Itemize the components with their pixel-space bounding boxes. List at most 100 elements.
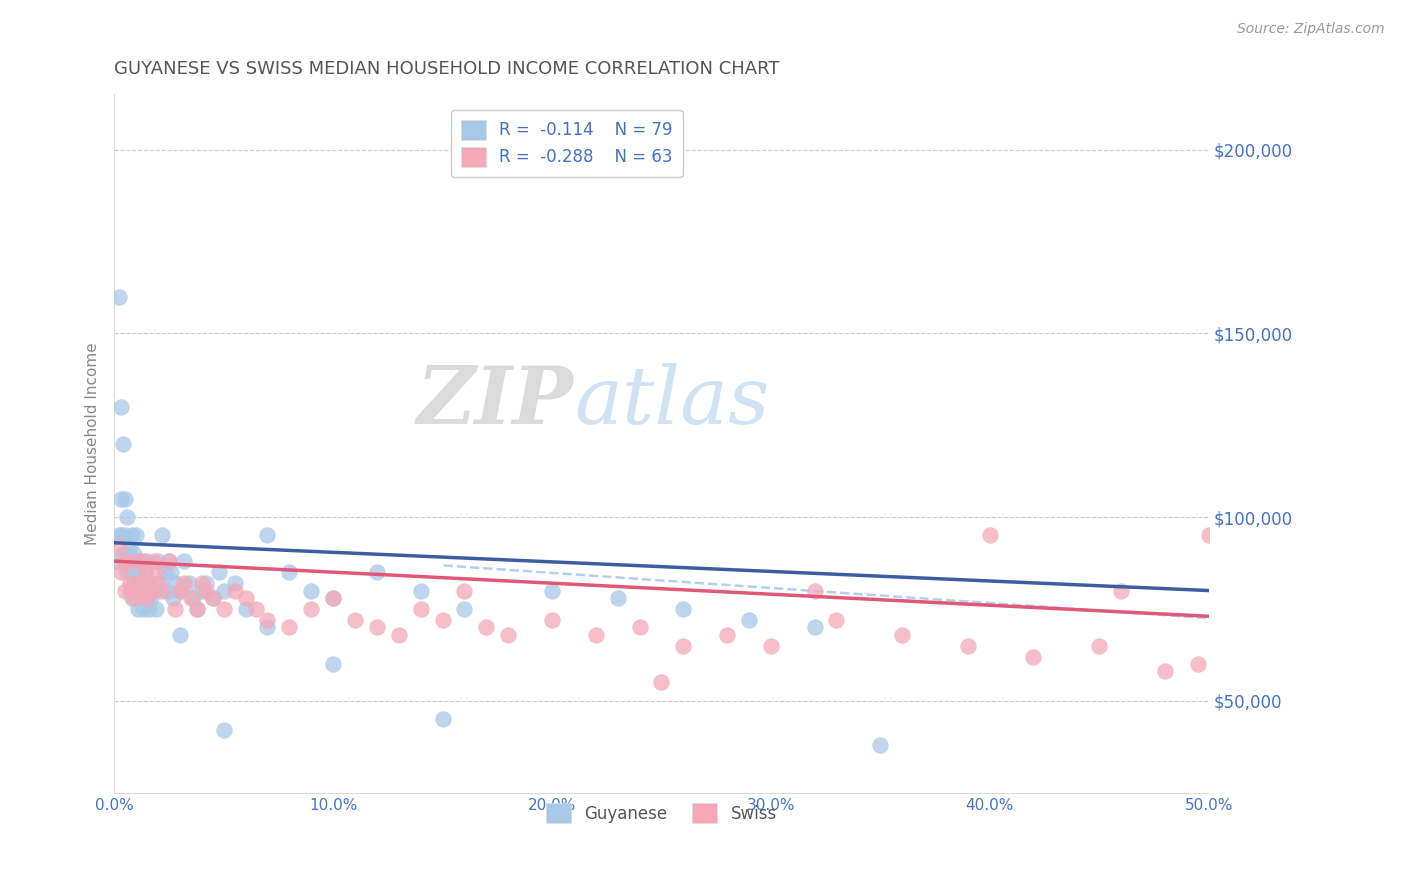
Point (121, 565, 143, 579)
Point (107, 528, 129, 542)
Text: Source: ZipAtlas.com: Source: ZipAtlas.com (1237, 22, 1385, 37)
Point (672, 602, 695, 616)
Point (606, 591, 628, 605)
Point (138, 602, 160, 616)
Point (118, 554, 141, 568)
Point (125, 554, 148, 568)
Point (825, 613, 848, 627)
Point (150, 528, 173, 542)
Point (117, 547, 139, 561)
Point (129, 554, 152, 568)
Point (162, 591, 184, 605)
Point (165, 576, 187, 591)
Point (129, 583, 152, 598)
Point (343, 613, 366, 627)
Point (117, 554, 139, 568)
Point (127, 576, 149, 591)
Point (235, 602, 257, 616)
Point (201, 591, 224, 605)
Point (134, 565, 156, 579)
Point (118, 583, 141, 598)
Point (125, 528, 148, 542)
Point (672, 639, 695, 653)
Point (136, 583, 159, 598)
Point (716, 627, 738, 641)
Point (105, 554, 128, 568)
Point (169, 583, 191, 598)
Point (165, 602, 187, 616)
Text: atlas: atlas (574, 363, 769, 441)
Point (235, 591, 257, 605)
Point (138, 576, 160, 591)
Point (224, 583, 246, 598)
Point (186, 602, 208, 616)
Point (117, 510, 139, 524)
Point (212, 723, 235, 738)
Point (121, 528, 143, 542)
Point (173, 576, 195, 591)
Point (136, 591, 159, 605)
Point (224, 576, 246, 591)
Point (150, 583, 173, 598)
Text: ZIP: ZIP (418, 363, 574, 441)
Point (107, 540, 129, 554)
Point (475, 620, 498, 634)
Point (322, 591, 344, 605)
Point (122, 591, 145, 605)
Point (181, 591, 204, 605)
Point (111, 547, 134, 561)
Point (195, 583, 218, 598)
Point (278, 565, 301, 579)
Point (141, 583, 163, 598)
Point (432, 613, 454, 627)
Point (118, 576, 141, 591)
Point (110, 400, 132, 414)
Point (628, 620, 651, 634)
Point (114, 528, 136, 542)
Point (212, 602, 235, 616)
Point (156, 583, 179, 598)
Point (650, 675, 672, 690)
Point (114, 491, 136, 506)
Point (1198, 528, 1220, 542)
Legend: Guyanese, Swiss: Guyanese, Swiss (536, 793, 787, 833)
Point (169, 583, 191, 598)
Point (121, 591, 143, 605)
Point (322, 591, 344, 605)
Point (145, 602, 167, 616)
Point (195, 576, 218, 591)
Point (1153, 665, 1175, 679)
Point (208, 565, 231, 579)
Point (186, 602, 208, 616)
Point (803, 620, 825, 634)
Point (107, 289, 129, 303)
Point (212, 583, 235, 598)
Point (453, 583, 475, 598)
Point (111, 554, 134, 568)
Point (118, 540, 141, 554)
Point (388, 627, 411, 641)
Point (409, 602, 432, 616)
Point (190, 576, 212, 591)
Point (138, 576, 160, 591)
Point (134, 565, 156, 579)
Point (891, 627, 914, 641)
Point (125, 554, 148, 568)
Point (114, 583, 136, 598)
Point (585, 627, 607, 641)
Point (146, 554, 169, 568)
Point (432, 712, 454, 726)
Point (129, 583, 152, 598)
Point (127, 565, 149, 579)
Point (157, 554, 180, 568)
Point (146, 576, 169, 591)
Point (299, 602, 322, 616)
Text: GUYANESE VS SWISS MEDIAN HOUSEHOLD INCOME CORRELATION CHART: GUYANESE VS SWISS MEDIAN HOUSEHOLD INCOM… (114, 60, 780, 78)
Point (190, 583, 212, 598)
Point (149, 576, 172, 591)
Point (160, 565, 183, 579)
Point (134, 591, 156, 605)
Point (121, 583, 143, 598)
Point (278, 620, 301, 634)
Point (322, 657, 344, 671)
